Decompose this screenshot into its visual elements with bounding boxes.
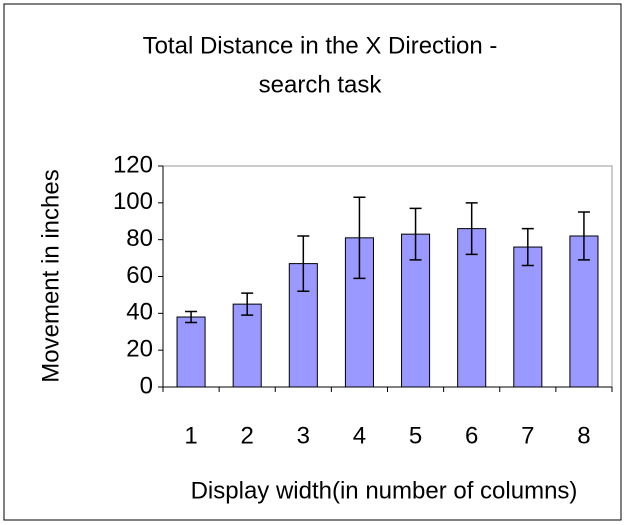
x-tick-label: 4 [353,422,366,449]
error-bar [409,207,422,261]
bar [232,303,262,388]
error-bar [577,211,590,261]
y-tick-label: 80 [126,225,153,252]
y-tick-label: 120 [113,151,153,178]
x-tick-label: 2 [241,422,254,449]
x-tick-label: 8 [577,422,590,449]
bar [176,316,206,388]
error-bar [465,202,478,256]
y-tick-label: 20 [126,336,153,363]
chart-title: Total Distance in the X Direction - [143,32,498,59]
bar [513,246,543,388]
error-bar [297,235,310,292]
x-tick-label: 6 [465,422,478,449]
error-bar [353,196,366,280]
y-tick-label: 100 [113,188,153,215]
chart-title: search task [259,71,383,98]
x-tick-label: 5 [409,422,422,449]
y-tick-label: 60 [126,262,153,289]
x-axis-label: Display width(in number of columns) [191,477,578,504]
error-bar [185,310,198,324]
x-tick-label: 7 [521,422,534,449]
x-tick-label: 1 [184,422,197,449]
x-tick-label: 3 [297,422,310,449]
bar [569,235,599,388]
error-bar [521,227,534,267]
y-tick-label: 40 [126,299,153,326]
error-bar [241,292,254,316]
y-axis-label: Movement in inches [37,169,64,382]
y-tick-label: 0 [140,372,153,399]
